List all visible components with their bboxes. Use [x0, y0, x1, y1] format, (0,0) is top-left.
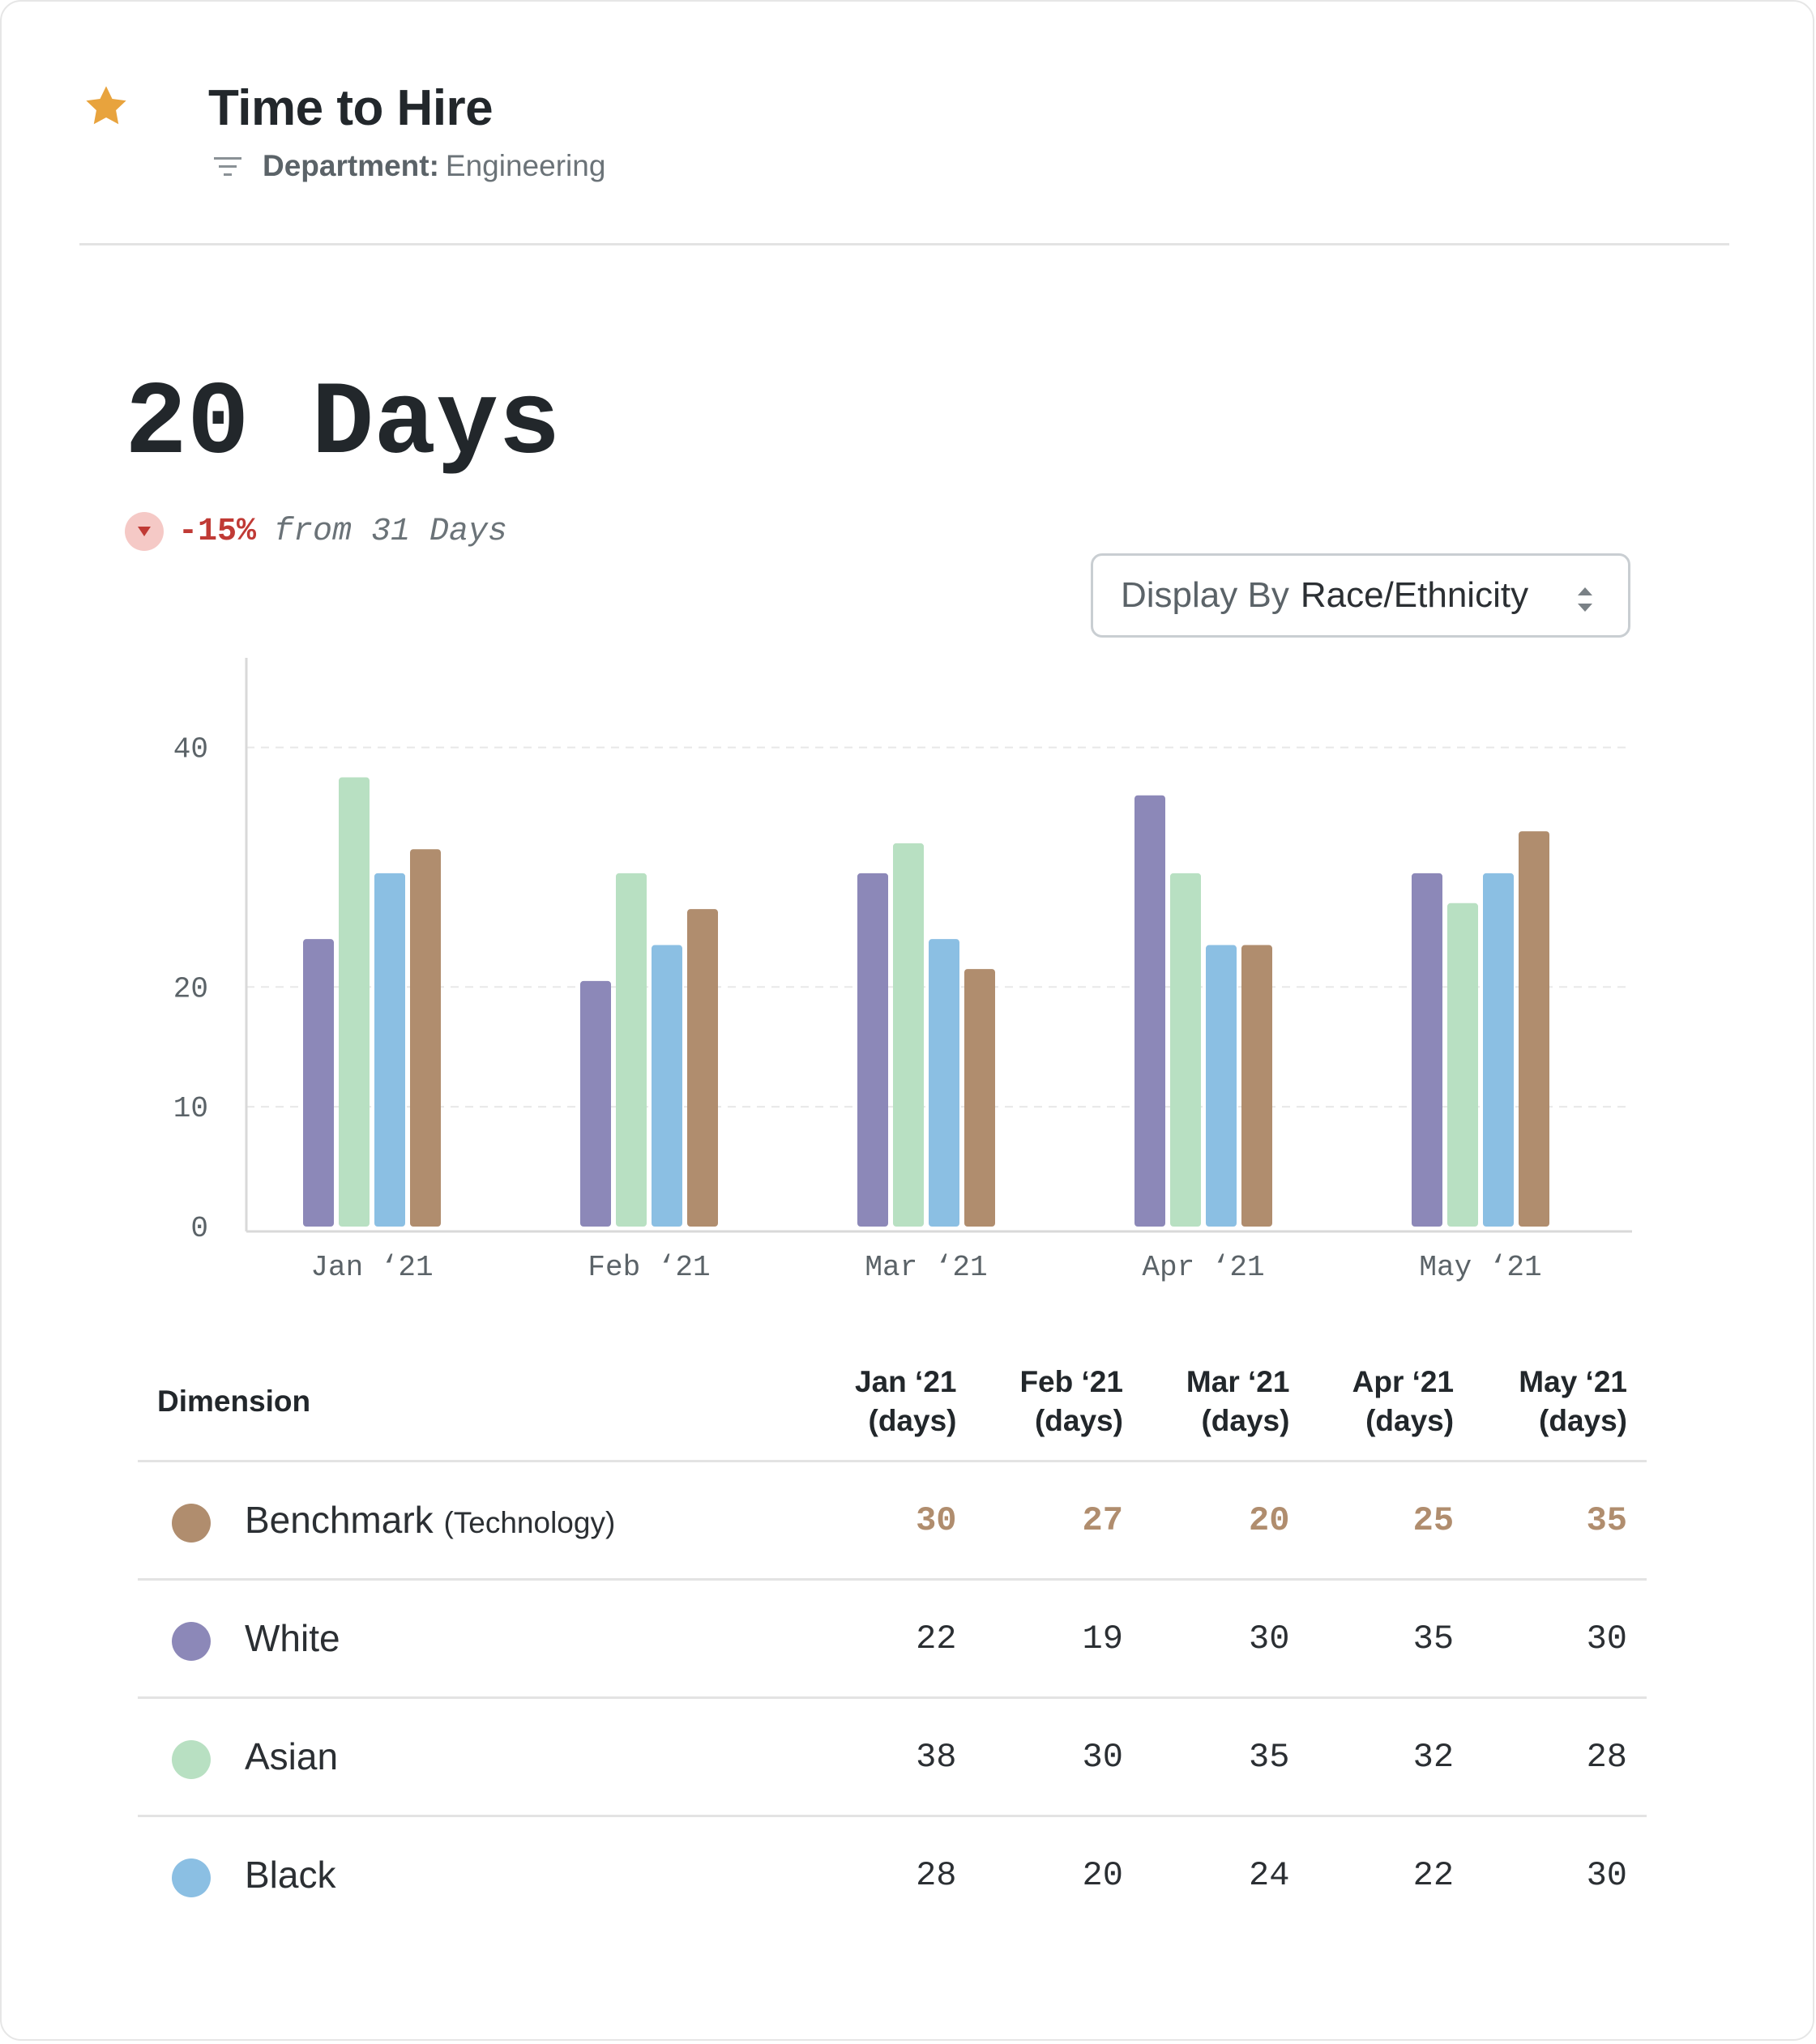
y-tick-label: 10 [173, 1092, 208, 1125]
page-title: Time to Hire [208, 80, 494, 136]
dimension-header: Dimension [157, 1385, 311, 1418]
display-by-select[interactable]: Display By Race/Ethnicity [1091, 553, 1630, 638]
bar-benchmark [410, 849, 441, 1227]
bar-white [303, 939, 334, 1227]
table-row: White 22 19 30 35 30 [138, 1578, 1647, 1698]
bar-benchmark [1241, 945, 1272, 1227]
bar-asian [893, 843, 924, 1227]
y-tick-label: 0 [190, 1212, 208, 1245]
x-tick-label: Feb ‘21 [588, 1251, 710, 1284]
bar-black [652, 945, 682, 1227]
table-row: Benchmark (Technology) 30 27 20 25 35 [138, 1460, 1647, 1580]
bar-benchmark [687, 909, 718, 1227]
legend-dot-white [172, 1621, 211, 1661]
bar-white [580, 980, 611, 1227]
legend-dot-asian [172, 1739, 211, 1779]
x-tick-label: Jan ‘21 [310, 1251, 433, 1284]
table-header-row: Dimension Jan ‘21 (days) Feb ‘21 (days) Ma… [138, 1363, 1647, 1462]
x-tick-label: Apr ‘21 [1142, 1251, 1264, 1284]
column-header: Mar ‘21 (days) [1186, 1365, 1290, 1437]
filter-value: Engineering [445, 149, 606, 182]
select-prefix: Display By [1121, 575, 1289, 615]
table-row: Black 28 20 24 22 30 [138, 1815, 1647, 1933]
column-header: May ‘21 (days) [1519, 1365, 1627, 1437]
sort-arrows-icon [1578, 587, 1592, 612]
bar-chart: 0 10 20 40 Jan ‘21 Feb ‘21 Mar ‘21 Apr ‘21 May ‘… [173, 658, 1632, 1284]
column-header: Feb ‘21 (days) [1019, 1365, 1123, 1437]
legend-dot-benchmark [172, 1503, 211, 1543]
bar-asian [339, 777, 370, 1227]
select-value: Race/Ethnicity [1300, 575, 1529, 615]
star-icon[interactable] [83, 83, 130, 130]
bar-benchmark [1519, 831, 1549, 1227]
metric-change: -15% from 31 Days [125, 512, 507, 551]
column-header: Apr ‘21 (days) [1352, 1365, 1455, 1437]
column-header: Jan ‘21 (days) [855, 1365, 957, 1437]
bar-benchmark [964, 969, 995, 1227]
filter-label: Department: [263, 149, 439, 182]
down-arrow-icon [125, 512, 164, 551]
x-tick-label: Mar ‘21 [865, 1251, 987, 1284]
bar-asian [616, 873, 647, 1227]
bar-black [1483, 873, 1514, 1227]
filter-icon [214, 157, 241, 176]
divider [79, 243, 1729, 245]
metric-value: 20 Days [125, 366, 561, 484]
bar-asian [1170, 873, 1201, 1227]
change-from: from 31 Days [274, 513, 508, 550]
change-percent: -15% [178, 513, 257, 550]
bar-black [374, 873, 405, 1227]
bar-white [1134, 795, 1165, 1227]
x-tick-label: May ‘21 [1419, 1251, 1541, 1284]
legend-dot-black [172, 1858, 211, 1897]
bar-black [1206, 945, 1237, 1227]
bar-white [857, 873, 888, 1227]
table-row: Asian 38 30 35 32 28 [138, 1696, 1647, 1816]
data-table: Dimension Jan ‘21 (days) Feb ‘21 (days) Ma… [138, 1363, 1647, 1933]
department-filter[interactable]: Department: Engineering [214, 149, 605, 183]
bar-asian [1447, 903, 1478, 1227]
bar-white [1412, 873, 1442, 1227]
y-tick-label: 20 [173, 972, 208, 1005]
bar-black [929, 939, 959, 1227]
y-tick-label: 40 [173, 733, 208, 766]
